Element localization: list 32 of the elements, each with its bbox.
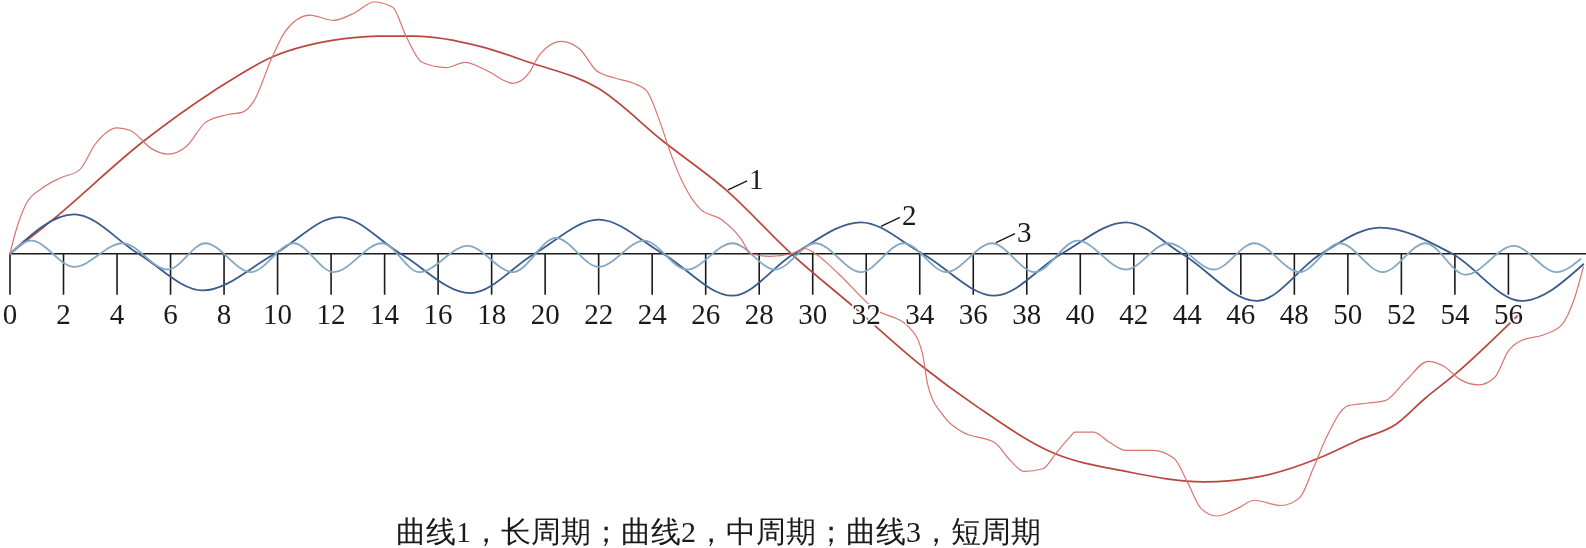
x-tick-label: 36: [958, 297, 988, 330]
x-tick-label: 46: [1226, 297, 1256, 330]
series-name: 1: [749, 162, 764, 195]
x-tick-label: 24: [637, 297, 667, 330]
x-tick-label: 44: [1172, 297, 1202, 330]
x-tick-label: 20: [530, 297, 560, 330]
x-tick-label: 54: [1440, 297, 1470, 330]
x-tick-label: 18: [477, 297, 507, 330]
x-tick-label: 14: [370, 297, 400, 330]
x-tick-label: 28: [744, 297, 774, 330]
x-tick-label: 10: [263, 297, 293, 330]
x-tick-label: 30: [798, 297, 828, 330]
x-tick-label: 50: [1333, 297, 1363, 330]
x-tick-label: 0: [2, 297, 18, 330]
x-tick-label: 34: [905, 297, 935, 330]
x-tick-label: 56: [1493, 297, 1523, 330]
x-tick-label: 40: [1065, 297, 1095, 330]
x-tick-label: 8: [216, 297, 232, 330]
x-tick-label: 38: [1012, 297, 1042, 330]
x-tick-label: 22: [584, 297, 614, 330]
x-tick-label: 26: [691, 297, 721, 330]
x-tick-label: 52: [1386, 297, 1416, 330]
x-tick-label: 16: [423, 297, 453, 330]
x-tick-label: 6: [163, 297, 178, 330]
x-tick-label: 4: [109, 297, 125, 330]
x-tick-label: 42: [1119, 297, 1149, 330]
series-name: 2: [901, 199, 917, 232]
series-name: 3: [1017, 215, 1032, 248]
x-tick-label: 12: [316, 297, 346, 330]
annotation: 曲线1，长周期；曲线2，中周期；曲线3，短周期: [395, 514, 1041, 548]
x-tick-label: 2: [56, 297, 71, 330]
x-tick-label: 48: [1279, 297, 1309, 330]
